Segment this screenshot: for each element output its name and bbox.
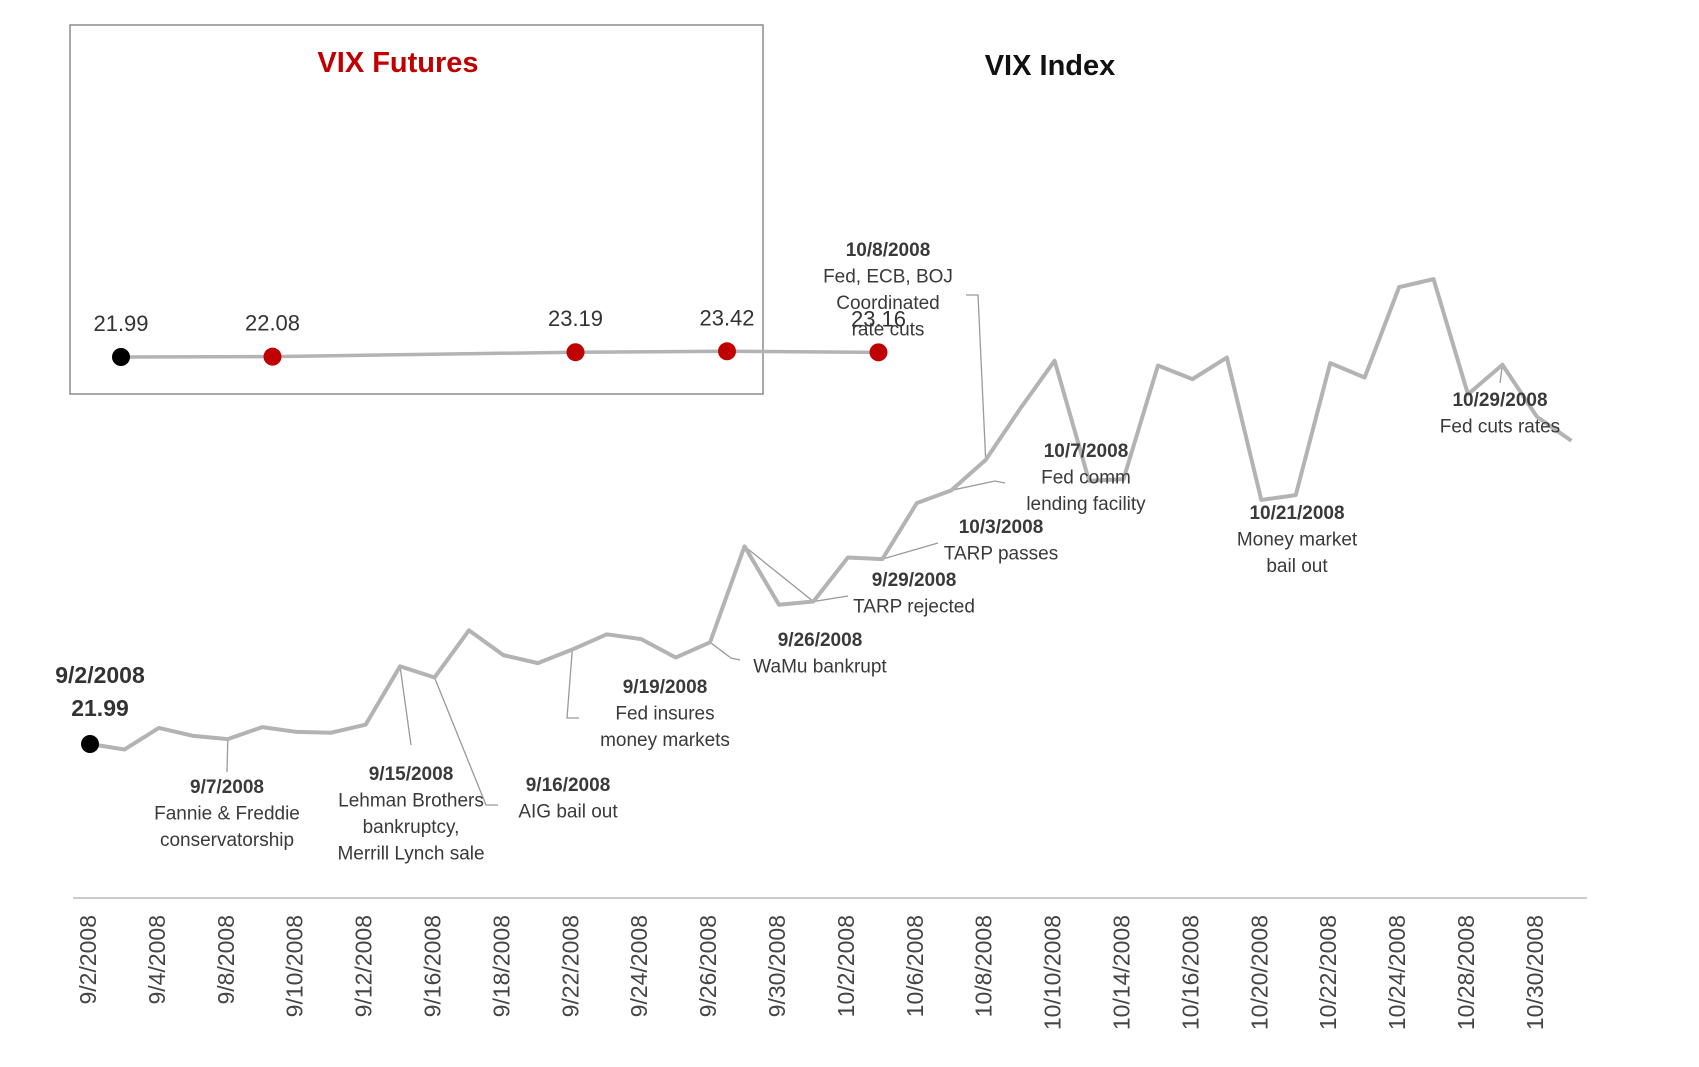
annotation-text-8-0: Fed, ECB, BOJ	[823, 267, 953, 288]
annotation-date-6: 10/3/2008	[959, 517, 1044, 538]
annotation-text-10-0: Fed cuts rates	[1440, 417, 1560, 438]
x-axis-ticks: 9/2/2008 9/4/2008 9/8/2008 9/10/2008 9/12/20…	[75, 915, 1548, 1030]
annotation-date-5: 9/29/2008	[872, 570, 957, 591]
start-date-label: 9/2/2008	[55, 662, 145, 688]
annotation-leader-1	[400, 666, 411, 745]
start-marker	[81, 735, 99, 753]
annotation-text-3-1: money markets	[600, 730, 730, 751]
annotation-text-2-0: AIG bail out	[518, 802, 618, 823]
futures-point-0	[112, 348, 130, 366]
annotation-text-9-0: Money market	[1237, 530, 1358, 551]
annotation-date-2: 9/16/2008	[526, 775, 611, 796]
main-chart-title: VIX Index	[985, 50, 1116, 82]
x-tick-label: 10/16/2008	[1177, 915, 1203, 1030]
futures-point-3	[718, 342, 736, 360]
x-tick-label: 10/28/2008	[1453, 915, 1479, 1030]
annotation-text-7-0: Fed comm	[1041, 468, 1131, 489]
annotation-text-1-2: Merrill Lynch sale	[337, 844, 484, 865]
futures-value-label-2: 23.19	[548, 306, 603, 331]
x-tick-label: 9/10/2008	[282, 915, 308, 1017]
start-value-label: 21.99	[71, 695, 129, 721]
x-tick-label: 10/6/2008	[902, 915, 928, 1017]
x-tick-label: 9/30/2008	[764, 915, 790, 1017]
annotation-date-10: 10/29/2008	[1452, 390, 1547, 411]
annotation-text-0-1: conservatorship	[160, 830, 294, 851]
futures-point-1	[264, 348, 282, 366]
x-tick-label: 10/14/2008	[1109, 915, 1135, 1030]
annotation-text-1-0: Lehman Brothers	[338, 791, 484, 812]
x-tick-label: 9/18/2008	[488, 915, 514, 1017]
x-tick-label: 9/16/2008	[420, 915, 446, 1017]
x-tick-label: 10/20/2008	[1246, 915, 1272, 1030]
annotation-leader-0	[227, 739, 228, 772]
annotation-date-0: 9/7/2008	[190, 777, 264, 798]
annotation-text-4-0: WaMu bankrupt	[753, 657, 887, 678]
annotation-text-5-0: TARP rejected	[853, 597, 975, 618]
x-tick-label: 9/22/2008	[557, 915, 583, 1017]
inset-frame	[70, 25, 763, 394]
annotation-text-9-1: bail out	[1266, 556, 1328, 577]
annotation-leader-2	[435, 678, 499, 805]
annotation-text-1-1: bankruptcy,	[363, 817, 460, 838]
x-tick-label: 10/2/2008	[833, 915, 859, 1017]
x-tick-label: 9/8/2008	[213, 915, 239, 1005]
futures-value-label-0: 21.99	[93, 311, 148, 336]
annotation-leader-3	[567, 650, 579, 718]
futures-point-2	[567, 343, 585, 361]
futures-value-label-4: 23.16	[851, 306, 906, 331]
x-tick-label: 9/24/2008	[626, 915, 652, 1017]
inset-chart-title: VIX Futures	[317, 47, 478, 79]
x-tick-label: 9/2/2008	[75, 915, 101, 1005]
x-tick-label: 10/30/2008	[1522, 915, 1548, 1030]
annotation-text-0-0: Fannie & Freddie	[154, 804, 300, 825]
x-tick-label: 10/24/2008	[1384, 915, 1410, 1030]
futures-value-label-3: 23.42	[699, 305, 754, 330]
x-tick-label: 9/26/2008	[695, 915, 721, 1017]
annotation-leader-4	[710, 642, 740, 660]
x-tick-label: 9/12/2008	[351, 915, 377, 1017]
x-tick-label: 10/10/2008	[1040, 915, 1066, 1030]
x-tick-label: 9/4/2008	[144, 915, 170, 1005]
annotation-text-7-1: lending facility	[1026, 494, 1146, 515]
annotation-date-9: 10/21/2008	[1249, 503, 1344, 524]
annotation-date-3: 9/19/2008	[623, 677, 708, 698]
futures-point-4	[870, 343, 888, 361]
annotation-date-1: 9/15/2008	[369, 764, 454, 785]
x-tick-label: 10/8/2008	[971, 915, 997, 1017]
annotation-date-4: 9/26/2008	[778, 630, 863, 651]
annotation-text-6-0: TARP passes	[944, 544, 1058, 565]
futures-value-label-1: 22.08	[245, 311, 300, 336]
annotation-text-3-0: Fed insures	[615, 704, 714, 725]
x-tick-label: 10/22/2008	[1315, 915, 1341, 1030]
annotation-leader-8	[966, 295, 986, 460]
annotation-date-7: 10/7/2008	[1044, 441, 1129, 462]
annotation-date-8: 10/8/2008	[846, 240, 931, 261]
